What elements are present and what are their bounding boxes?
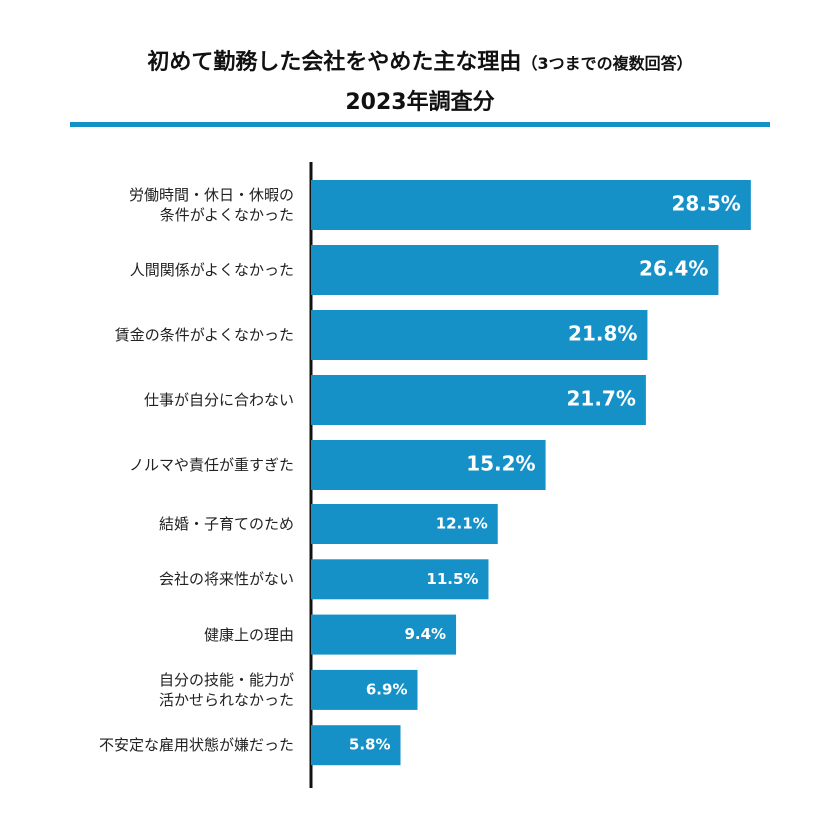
category-label: 仕事が自分に合わない — [143, 391, 294, 409]
value-label: 15.2% — [466, 452, 535, 476]
value-label: 6.9% — [366, 680, 408, 698]
value-label: 12.1% — [436, 515, 488, 533]
bar — [311, 375, 646, 425]
bar — [311, 504, 498, 544]
category-label: ノルマや責任が重すぎた — [128, 456, 294, 474]
chart-title-line: 初めて勤務した会社をやめた主な理由（3つまでの複数回答） — [0, 44, 840, 76]
category-label: 自分の技能・能力が 活かせられなかった — [158, 670, 294, 709]
bar — [311, 440, 546, 490]
value-label: 21.7% — [567, 387, 636, 411]
value-label: 21.8% — [568, 322, 637, 346]
bar — [311, 614, 457, 655]
chart-subtitle: 2023年調査分 — [345, 90, 495, 115]
category-label: 会社の将来性がない — [158, 570, 294, 589]
value-label: 5.8% — [349, 736, 391, 754]
category-label: 不安定な雇用状態が嫌だった — [98, 736, 294, 755]
value-label: 26.4% — [639, 257, 708, 281]
title-note: （3つまでの複数回答） — [521, 54, 693, 73]
bar — [311, 245, 719, 295]
value-label: 28.5% — [671, 192, 740, 216]
bar — [311, 669, 418, 710]
category-label: 人間関係がよくなかった — [129, 261, 294, 279]
value-label: 11.5% — [426, 570, 478, 588]
category-label: 労働時間・休日・休暇の 条件がよくなかった — [128, 186, 294, 224]
bar — [311, 725, 401, 766]
category-label: 結婚・子育てのため — [158, 515, 294, 533]
bar — [311, 310, 648, 360]
bar — [311, 180, 751, 230]
chart-title: 初めて勤務した会社をやめた主な理由 — [147, 50, 522, 75]
category-label: 健康上の理由 — [203, 625, 294, 644]
value-label: 9.4% — [404, 625, 446, 643]
bar — [311, 559, 489, 600]
category-label: 賃金の条件がよくなかった — [114, 326, 294, 344]
title-rule — [70, 122, 770, 127]
